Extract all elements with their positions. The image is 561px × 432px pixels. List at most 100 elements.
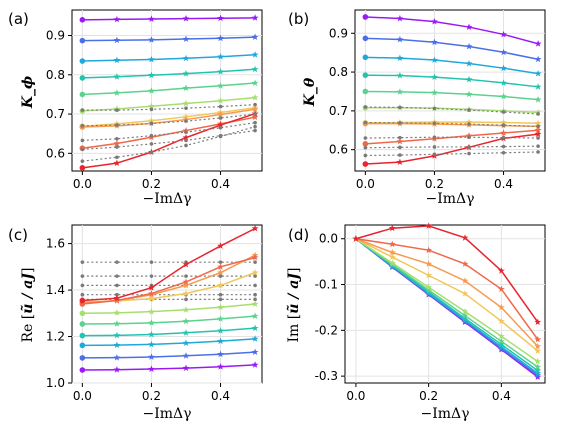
data-point <box>388 240 396 248</box>
data-point <box>431 38 438 46</box>
series-line <box>82 54 256 62</box>
data-point <box>79 58 86 64</box>
series-line <box>355 238 539 363</box>
data-point <box>396 14 404 22</box>
series-line <box>355 238 539 352</box>
data-point <box>534 83 542 90</box>
data-point <box>113 309 121 316</box>
data-point <box>425 286 433 293</box>
data-point <box>467 151 471 156</box>
data-point <box>398 135 402 140</box>
series-line <box>365 106 539 115</box>
data-point <box>184 274 188 278</box>
panel-d: 0.0 0.2 0.4 0.0 -0.1 -0.2 -0.3 (d) Im [ũ / aJ]… <box>285 222 546 422</box>
data-point <box>217 303 224 311</box>
data-point <box>388 224 396 232</box>
series-line <box>82 82 256 96</box>
data-point <box>461 307 469 315</box>
data-point <box>184 130 188 134</box>
data-point <box>251 253 259 261</box>
data-point <box>465 23 473 30</box>
data-point <box>182 289 190 297</box>
data-point <box>218 126 223 130</box>
data-point <box>217 263 224 270</box>
data-point <box>497 332 505 340</box>
data-point <box>148 308 155 315</box>
x-tick-label: 0.0 <box>73 389 92 403</box>
data-point <box>182 70 190 77</box>
data-point <box>352 235 360 242</box>
data-point <box>80 274 85 278</box>
data-point <box>182 306 190 313</box>
data-point <box>113 294 121 302</box>
series-line <box>365 16 539 45</box>
data-point <box>396 88 404 95</box>
data-point <box>217 269 224 276</box>
data-point <box>534 335 542 343</box>
data-point <box>80 124 85 128</box>
data-point <box>149 150 154 154</box>
data-point <box>363 145 368 150</box>
data-point <box>148 289 155 297</box>
panel-label-c: (c) <box>8 226 28 244</box>
data-point <box>218 292 223 297</box>
data-point <box>184 119 188 123</box>
series-line <box>82 107 256 127</box>
data-point <box>79 332 86 339</box>
series-line <box>82 351 256 359</box>
data-point <box>182 115 190 123</box>
data-point <box>79 342 86 349</box>
data-point <box>362 54 369 61</box>
data-point <box>500 129 507 136</box>
data-point <box>431 89 438 96</box>
data-point <box>398 145 402 150</box>
data-point <box>465 75 473 83</box>
data-point <box>396 35 404 43</box>
series-line <box>82 303 256 315</box>
y-tick-label: 0.8 <box>329 65 348 79</box>
x-axis-label-a: −ImΔγ <box>142 191 191 207</box>
data-point <box>536 144 540 148</box>
data-point <box>182 15 190 22</box>
data-point <box>115 123 119 127</box>
series-line <box>355 238 539 368</box>
data-point <box>251 348 259 356</box>
data-point <box>251 335 259 342</box>
data-point <box>253 120 257 125</box>
panel-a: 0.0 0.2 0.4 0.6 0.7 0.8 0.9 (a) K_ϕ −ImΔγ <box>8 9 263 207</box>
data-point <box>113 73 121 80</box>
x-axis-label-d: −ImΔγ <box>420 406 469 422</box>
data-point <box>461 260 469 267</box>
series-line <box>82 112 256 169</box>
data-point <box>182 339 190 346</box>
series-c <box>79 224 259 373</box>
data-point <box>497 317 505 325</box>
data-point <box>396 54 404 62</box>
data-point <box>500 30 507 38</box>
y-tick-label: 0.0 <box>319 232 338 246</box>
data-point <box>148 71 155 79</box>
series-line <box>82 68 256 79</box>
x-axis-label-b: −ImΔγ <box>425 191 474 207</box>
data-point <box>184 297 188 302</box>
data-point <box>182 364 190 372</box>
data-point <box>115 274 119 278</box>
data-point <box>217 327 224 334</box>
data-point <box>251 33 259 41</box>
panel-label-d: (d) <box>288 226 309 244</box>
data-point <box>182 329 190 336</box>
series-line <box>82 364 256 371</box>
data-point <box>251 312 259 319</box>
data-point <box>536 150 540 154</box>
data-point <box>79 37 86 44</box>
y-axis-label-c-suffix: ] <box>20 268 36 273</box>
x-tick-label: 0.2 <box>425 177 444 191</box>
data-point <box>501 150 506 155</box>
series-line <box>82 17 256 21</box>
x-tick-label: 0.0 <box>73 177 92 191</box>
data-point <box>113 296 121 304</box>
data-point <box>251 93 259 101</box>
data-point <box>182 134 190 141</box>
data-point <box>497 340 505 348</box>
data-point <box>113 139 121 147</box>
